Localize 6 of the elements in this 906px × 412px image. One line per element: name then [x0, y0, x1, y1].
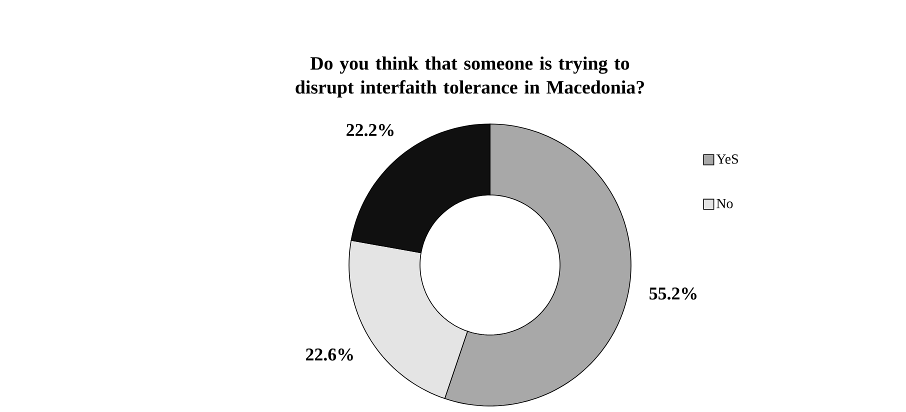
data-label: 22.2%: [346, 124, 394, 136]
legend-label: YeS: [716, 154, 738, 164]
legend-label: No: [716, 198, 733, 208]
chart-title: Do you think that someone is trying to disrupt interfaith tolerance in Macedonia?: [296, 56, 644, 98]
data-label: 22.6%: [306, 348, 353, 361]
data-label: 55.2%: [650, 288, 696, 300]
